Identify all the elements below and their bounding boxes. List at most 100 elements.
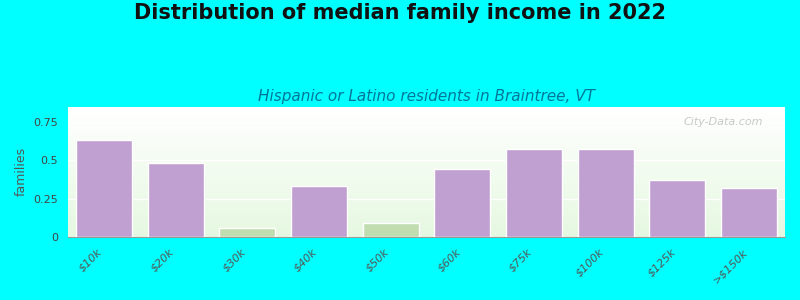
Bar (68, 111, 785, 112)
Bar (68, 187, 785, 188)
Bar (68, 156, 785, 157)
Title: Hispanic or Latino residents in Braintree, VT: Hispanic or Latino residents in Braintre… (258, 89, 595, 104)
Bar (68, 151, 785, 152)
Bar (68, 203, 785, 204)
Bar (68, 132, 785, 133)
Bar (68, 218, 785, 219)
Bar (68, 148, 785, 149)
Bar (68, 136, 785, 137)
Bar (68, 129, 785, 130)
Bar (68, 112, 785, 113)
Bar (68, 221, 785, 222)
Bar (68, 216, 785, 217)
Bar (362, 223, 418, 237)
Bar (68, 226, 785, 227)
Bar (68, 159, 785, 160)
Bar (68, 206, 785, 207)
Bar (68, 230, 785, 231)
Bar (68, 107, 785, 108)
Bar (68, 181, 785, 182)
Bar (68, 231, 785, 232)
Bar (68, 146, 785, 147)
Bar (68, 171, 785, 172)
Bar (68, 192, 785, 193)
Bar (68, 137, 785, 138)
Bar (68, 202, 785, 203)
Bar (68, 173, 785, 174)
Bar (76, 140, 132, 237)
Bar (68, 106, 785, 107)
Bar (68, 128, 785, 129)
Bar (68, 139, 785, 140)
Bar (68, 140, 785, 141)
Bar (506, 149, 562, 237)
Bar (68, 210, 785, 211)
Bar (68, 160, 785, 161)
Bar (68, 147, 785, 148)
Bar (650, 180, 706, 237)
Bar (68, 143, 785, 144)
Bar (68, 225, 785, 226)
Bar (68, 179, 785, 180)
Bar (68, 168, 785, 169)
Bar (68, 110, 785, 111)
Bar (68, 125, 785, 126)
Bar (68, 116, 785, 117)
Bar (68, 141, 785, 142)
Bar (68, 227, 785, 228)
Bar (68, 219, 785, 220)
Bar (68, 122, 785, 123)
Bar (68, 204, 785, 205)
Bar (68, 174, 785, 175)
Bar (68, 178, 785, 179)
Bar (68, 138, 785, 139)
Bar (68, 149, 785, 150)
Bar (68, 208, 785, 209)
Bar (68, 228, 785, 229)
Bar (68, 177, 785, 178)
Bar (68, 233, 785, 234)
Bar (68, 144, 785, 145)
Bar (68, 189, 785, 190)
Bar (68, 133, 785, 134)
Bar (219, 228, 275, 237)
Bar (68, 196, 785, 197)
Bar (68, 217, 785, 218)
Bar (68, 232, 785, 233)
Bar (68, 191, 785, 192)
Bar (68, 109, 785, 110)
Bar (68, 235, 785, 236)
Bar (68, 207, 785, 208)
Bar (68, 224, 785, 225)
Bar (68, 123, 785, 124)
Bar (68, 155, 785, 156)
Bar (68, 164, 785, 165)
Bar (68, 209, 785, 210)
Bar (68, 121, 785, 122)
Bar (68, 197, 785, 198)
Bar (68, 194, 785, 195)
Bar (68, 215, 785, 216)
Text: City-Data.com: City-Data.com (684, 117, 763, 127)
Y-axis label: families: families (15, 147, 28, 196)
Bar (68, 157, 785, 158)
Bar (68, 158, 785, 159)
Bar (68, 161, 785, 162)
Bar (68, 190, 785, 191)
Bar (68, 152, 785, 153)
Bar (68, 198, 785, 199)
Bar (68, 199, 785, 200)
Bar (434, 169, 490, 237)
Bar (68, 214, 785, 215)
Bar (68, 131, 785, 132)
Bar (68, 236, 785, 237)
Bar (68, 195, 785, 196)
Bar (68, 113, 785, 114)
Bar (68, 223, 785, 224)
Bar (68, 160, 785, 161)
Bar (68, 115, 785, 116)
Bar (68, 150, 785, 151)
Bar (68, 142, 785, 143)
Bar (68, 163, 785, 164)
Bar (68, 200, 785, 201)
